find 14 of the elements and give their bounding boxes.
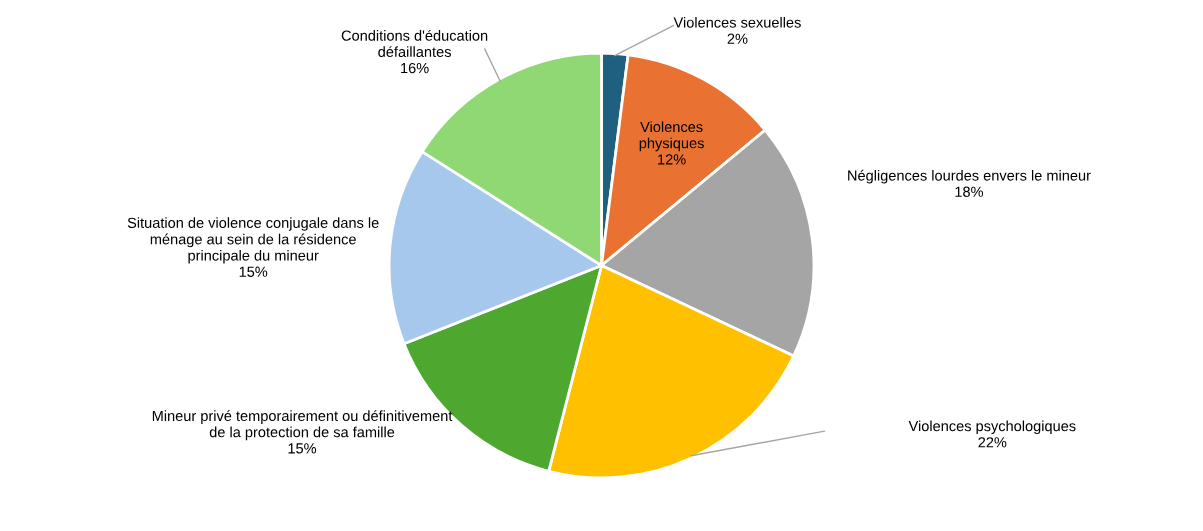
data-label: 22% (978, 437, 1007, 448)
slice-label: Négligences lourdes envers le mineur (848, 169, 1091, 184)
data-label: 15% (239, 266, 268, 277)
slice-label: Violences sexuelles (673, 16, 801, 28)
slice-label: Situation de violence conjugale dans le ménage au sein de la résidence principale du mineur (127, 217, 379, 264)
data-label: 12% (658, 154, 686, 165)
data-label: 16% (401, 62, 429, 74)
data-label: 15% (288, 443, 317, 454)
data-label: 18% (955, 186, 984, 197)
slice-label: Mineur privé temporairement ou définitivement de la protection de sa famille (152, 410, 453, 441)
data-label: 2% (727, 33, 748, 44)
slice-label: Violences physiques (639, 121, 704, 152)
slice-label: Conditions d'éducation défaillantes (341, 29, 488, 58)
slice-label: Violences psychologiques (908, 420, 1076, 435)
